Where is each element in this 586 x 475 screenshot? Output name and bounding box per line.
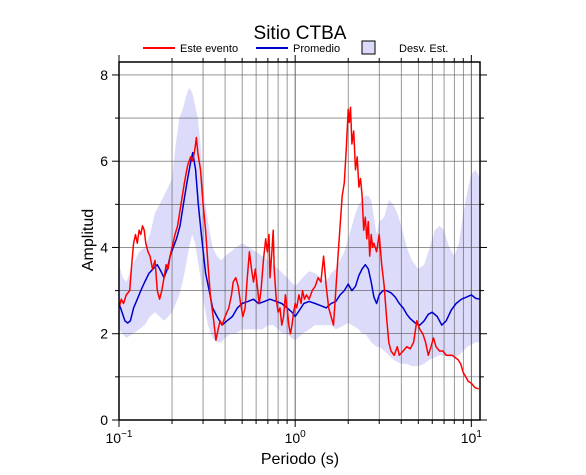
- y-tick-label: 2: [100, 326, 108, 342]
- std-band: [119, 87, 480, 367]
- grid-layer: [119, 62, 480, 420]
- x-axis-label: Periodo (s): [261, 451, 339, 468]
- tick-layer: 0 2 4 6 8 10−1 100 101: [100, 55, 487, 446]
- x-tick-label: 10−1: [106, 429, 133, 446]
- legend: Este evento Promedio Desv. Est.: [143, 40, 448, 55]
- series-line-este_evento: [118, 106, 479, 390]
- legend-label: Este evento: [180, 43, 238, 55]
- y-tick-label: 0: [100, 412, 108, 428]
- y-axis-label: Amplitud: [80, 209, 97, 271]
- y-tick-label: 6: [100, 153, 108, 169]
- legend-label: Promedio: [293, 43, 340, 55]
- y-tick-label: 4: [100, 239, 108, 255]
- series-layer: [118, 106, 481, 390]
- std-band-layer: [119, 87, 480, 367]
- x-tick-label: 100: [285, 429, 307, 446]
- legend-label: Desv. Est.: [399, 43, 448, 55]
- x-tick-label: 101: [461, 429, 483, 446]
- chart-title: Sitio CTBA: [254, 23, 347, 44]
- legend-swatch: [361, 40, 376, 55]
- plot-frame: [118, 61, 481, 421]
- y-tick-label: 8: [100, 67, 108, 83]
